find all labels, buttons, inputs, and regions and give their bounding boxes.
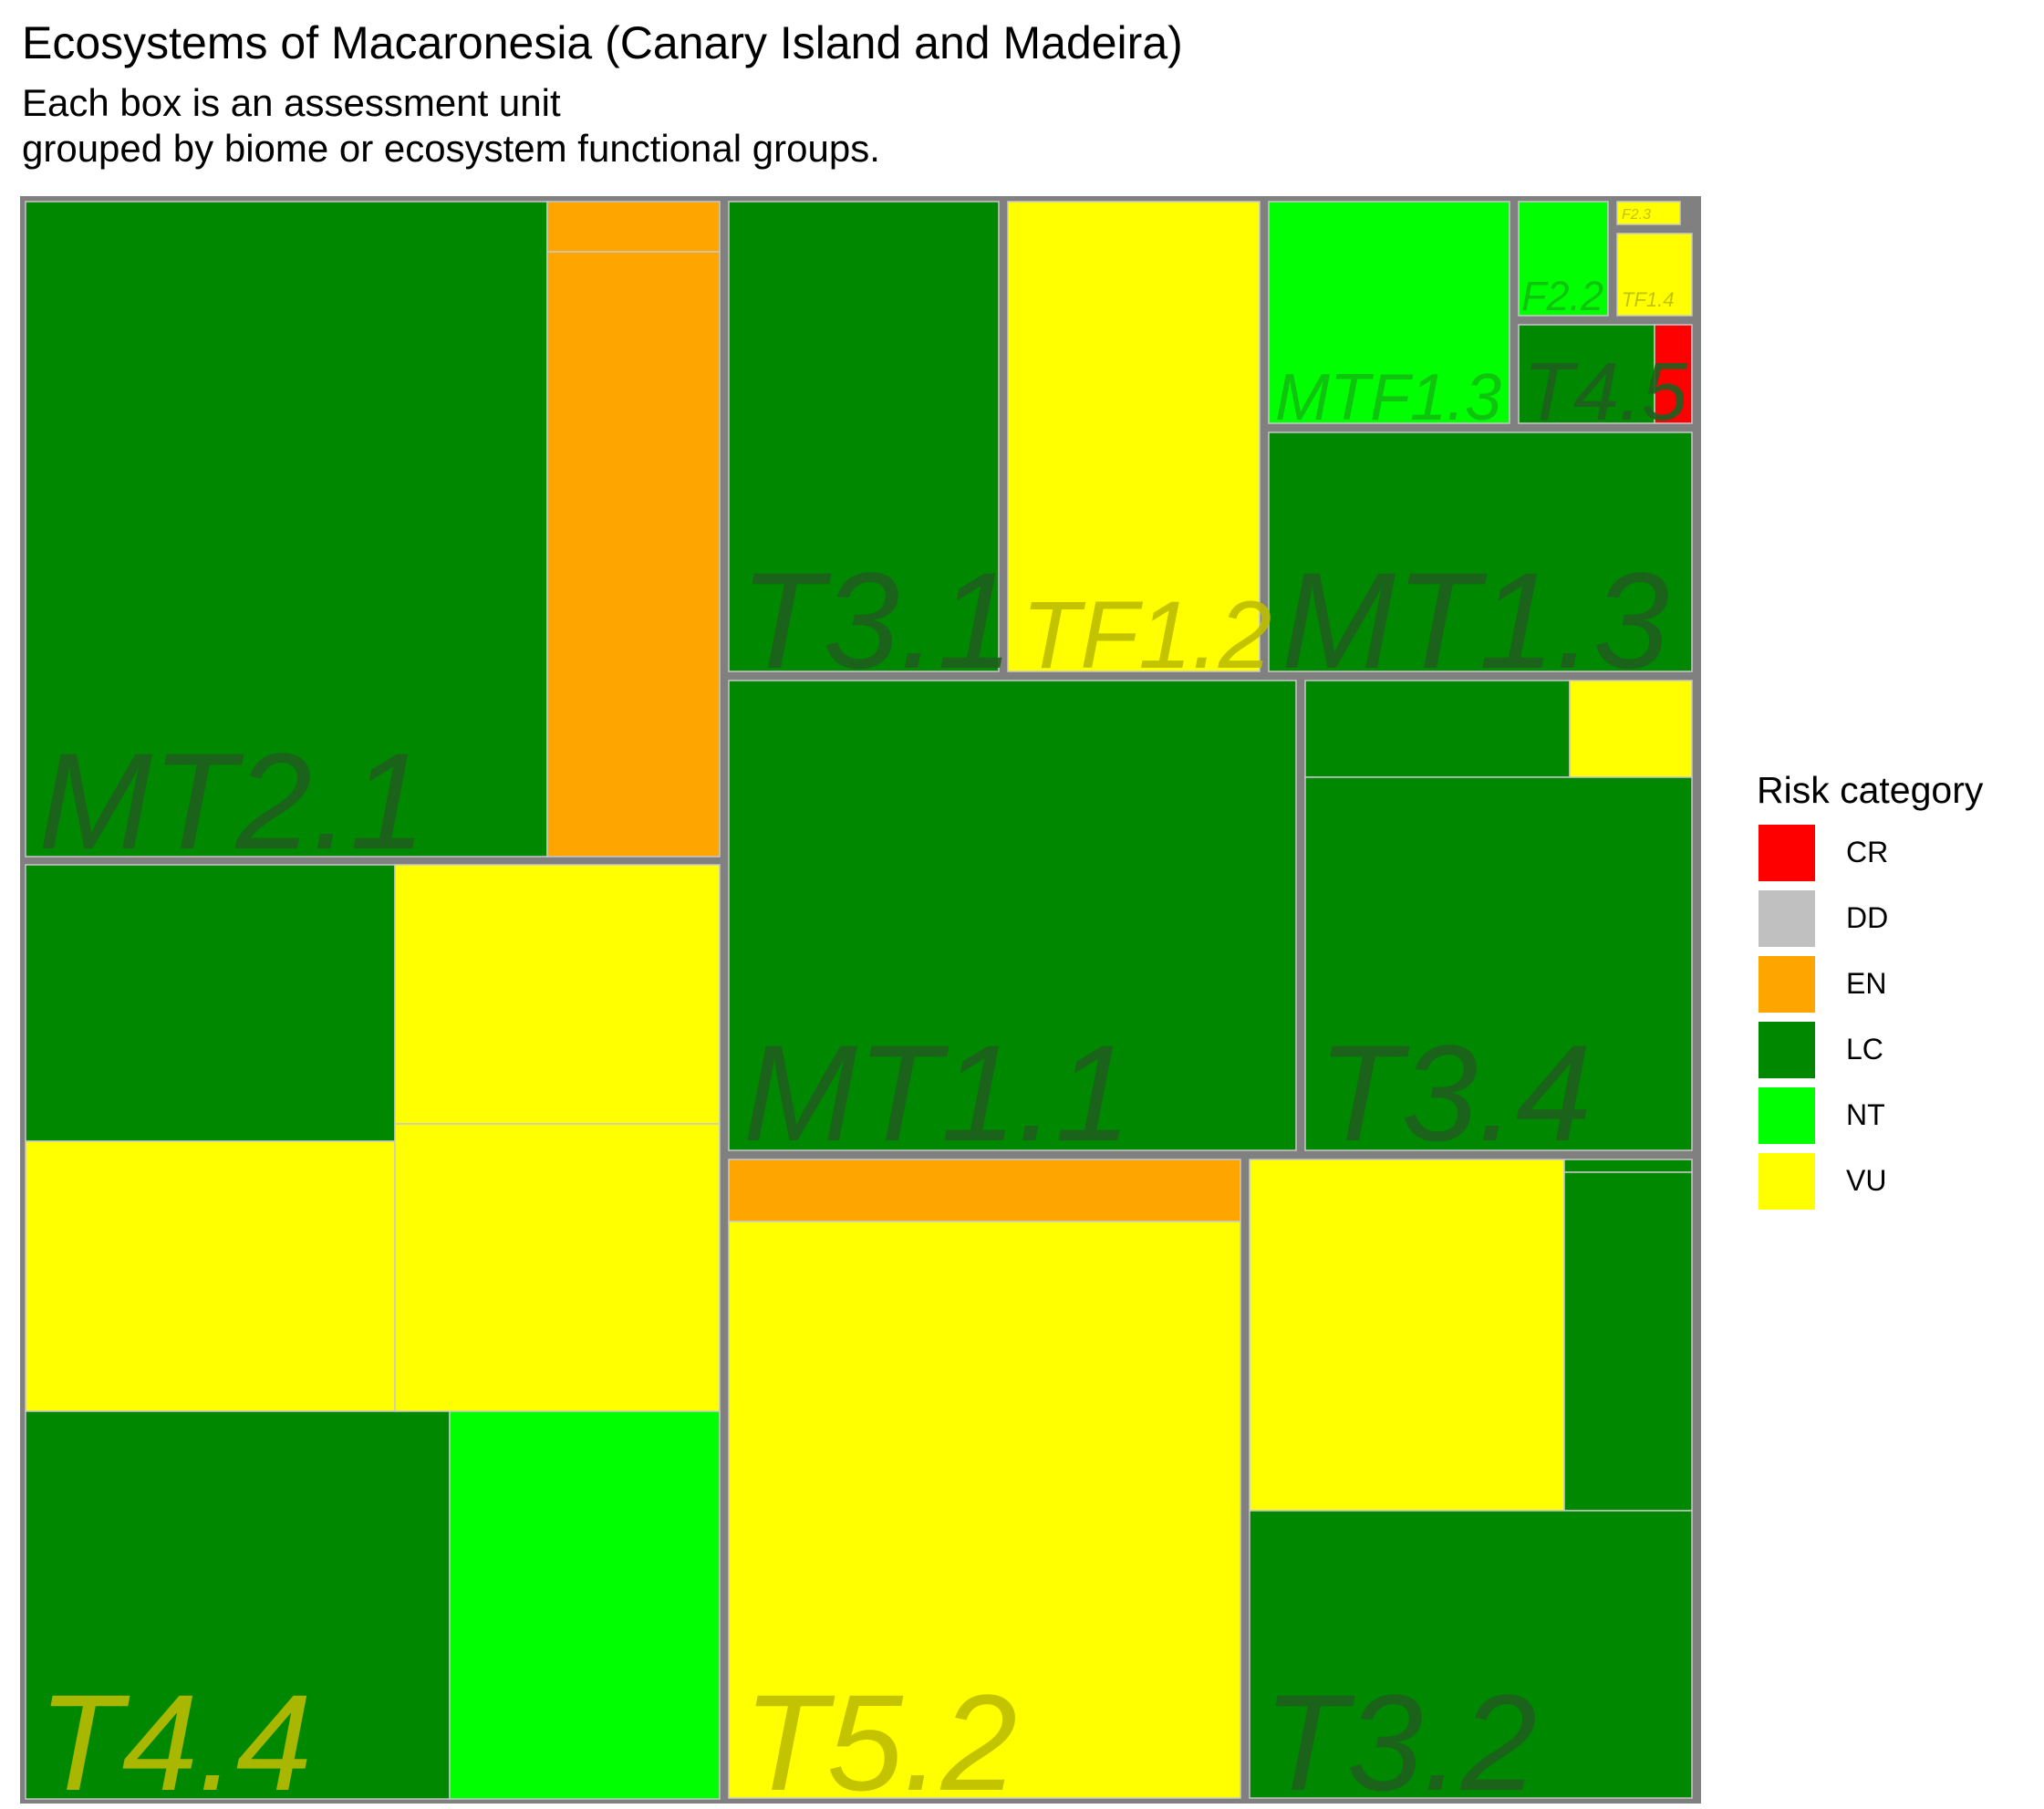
unit-t4-4-4-vu — [394, 1123, 721, 1421]
unit-tf1-2-1-vu — [1007, 201, 1261, 672]
legend-swatch-nt — [1757, 1086, 1817, 1146]
group-label-f2-2: F2.2 — [1521, 273, 1603, 319]
group-t3-4 — [1304, 680, 1693, 1151]
group-f2-2 — [1518, 201, 1609, 317]
unit-t4-4-5-lc — [25, 1410, 451, 1800]
unit-t5-2-2-vu — [728, 1221, 1241, 1799]
unit-t3-2-3-lc — [1563, 1171, 1693, 1512]
group-mt2-1 — [25, 201, 721, 858]
unit-t4-5-1-lc — [1518, 324, 1655, 424]
chart-title: Ecosystems of Macaronesia (Canary Island… — [22, 17, 1183, 68]
legend-item-vu: VU — [1757, 1144, 1983, 1211]
legend-swatch-vu — [1757, 1151, 1817, 1211]
group-mt1-3 — [1268, 431, 1693, 672]
legend-label-cr: CR — [1846, 836, 1889, 868]
group-label-t3-1: T3.1 — [740, 544, 1013, 697]
group-label-mt2-1: MT2.1 — [38, 724, 426, 878]
group-label-mtf1-3: MTF1.3 — [1275, 361, 1501, 434]
group-label-t4-5: T4.5 — [1523, 347, 1688, 438]
group-tf1-2 — [1007, 201, 1261, 672]
legend-swatch-en — [1757, 954, 1817, 1014]
group-label-tf1-4: TF1.4 — [1622, 288, 1674, 311]
group-f2-3 — [1616, 201, 1681, 225]
legend-item-dd: DD — [1757, 881, 1983, 949]
legend-title: Risk category — [1757, 769, 1984, 811]
legend-label-lc: LC — [1846, 1033, 1883, 1066]
group-t4-4 — [25, 864, 721, 1800]
legend-label-vu: VU — [1846, 1164, 1887, 1197]
unit-t3-4-1-lc — [1304, 680, 1571, 778]
group-mt1-1 — [728, 680, 1297, 1151]
group-label-t3-4: T3.4 — [1318, 1016, 1592, 1170]
unit-mtf1-3-1-nt — [1268, 201, 1510, 424]
group-label-t5-2: T5.2 — [743, 1666, 1017, 1809]
legend-item-en: EN — [1757, 947, 1983, 1014]
treemap-group-labels: MT2.1 T4.4 T5.2 MT1.1 T3.4 T3.2 T3.1 TF1.2 MT1.3… — [38, 207, 1688, 1809]
legend-item-lc: LC — [1757, 1013, 1983, 1080]
unit-mt1-3-1-lc — [1268, 431, 1693, 672]
legend-item-cr: CR — [1757, 816, 1983, 883]
legend-swatch-lc — [1757, 1020, 1817, 1080]
group-t3-2 — [1249, 1159, 1693, 1799]
subtitle-line-2: grouped by biome or ecosystem functional… — [22, 127, 880, 170]
unit-mt2-1-1-lc — [25, 201, 548, 858]
unit-t3-2-1-vu — [1249, 1159, 1565, 1512]
legend-item-nt: NT — [1757, 1078, 1983, 1146]
unit-f2-3-1-vu — [1616, 201, 1681, 225]
unit-t4-5-2-cr — [1654, 324, 1693, 424]
group-t4-5 — [1518, 324, 1693, 424]
group-t3-1 — [728, 201, 1000, 672]
group-label-t4-4: T4.4 — [38, 1666, 312, 1809]
group-label-mt1-3: MT1.3 — [1281, 544, 1669, 697]
unit-t3-2-4-lc — [1249, 1510, 1693, 1799]
group-tf1-4 — [1616, 233, 1693, 317]
unit-f2-2-1-nt — [1518, 201, 1609, 317]
legend-swatch-dd — [1757, 889, 1817, 949]
unit-t4-4-1-lc — [25, 864, 396, 1142]
unit-t4-4-6-nt — [449, 1410, 721, 1800]
legend-swatch-cr — [1757, 823, 1817, 883]
legend-label-dd: DD — [1846, 901, 1889, 934]
unit-mt1-1-1-lc — [728, 680, 1297, 1151]
unit-t4-4-2-vu — [394, 864, 721, 1125]
legend: Risk category CR DD EN LC NT VU — [1757, 764, 1984, 1211]
group-label-tf1-2: TF1.2 — [1022, 582, 1271, 689]
group-mtf1-3 — [1268, 201, 1510, 424]
legend-label-en: EN — [1846, 967, 1887, 1000]
unit-t3-1-1-lc — [728, 201, 1000, 672]
group-label-f2-3: F2.3 — [1622, 207, 1651, 223]
unit-mt2-1-2-en — [546, 201, 721, 253]
unit-mt2-1-3-en — [546, 251, 721, 858]
chart-subtitle: Each box is an assessment unit grouped b… — [22, 80, 880, 172]
group-label-mt1-1: MT1.1 — [743, 1016, 1131, 1170]
unit-t3-4-3-lc — [1304, 776, 1693, 1151]
group-t5-2 — [728, 1159, 1241, 1799]
unit-tf1-4-1-vu — [1616, 233, 1693, 317]
group-label-t3-2: T3.2 — [1263, 1666, 1537, 1809]
unit-t4-4-3-vu — [25, 1140, 396, 1412]
subtitle-line-1: Each box is an assessment unit — [22, 81, 561, 124]
unit-t3-4-2-vu — [1569, 680, 1693, 778]
treemap-groups — [25, 201, 1693, 1800]
legend-label-nt: NT — [1846, 1098, 1885, 1131]
